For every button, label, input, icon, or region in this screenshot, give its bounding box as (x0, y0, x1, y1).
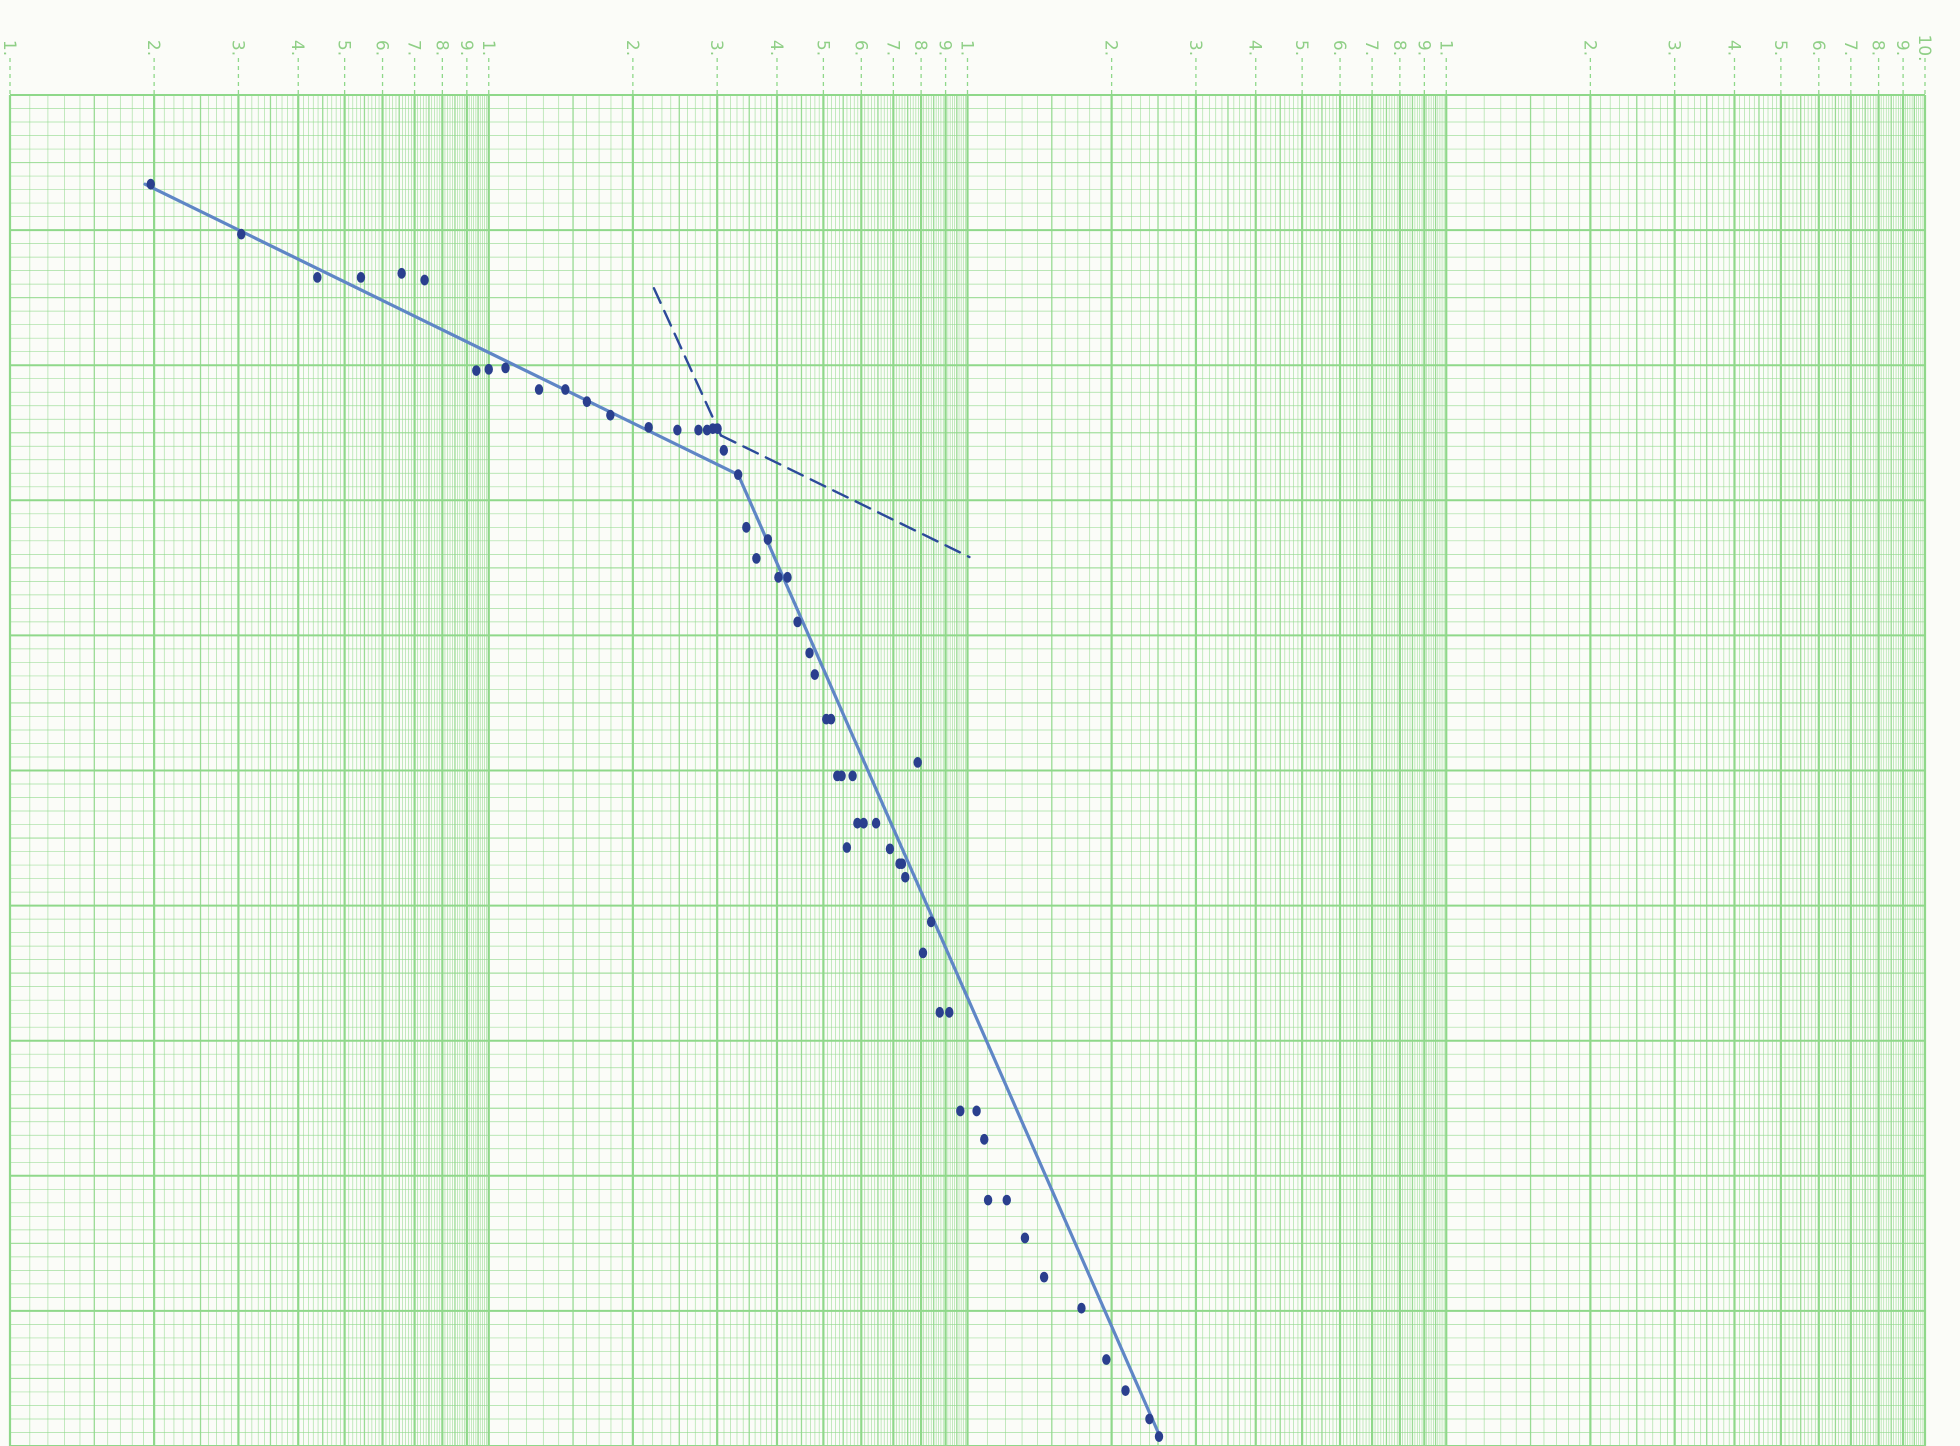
data-point (885, 843, 895, 855)
data-point (1102, 1354, 1111, 1365)
x-tick-label: 8. (431, 40, 451, 56)
x-tick-label: 7. (1840, 40, 1860, 56)
x-tick-label: 1. (957, 40, 977, 56)
data-point (313, 271, 322, 283)
data-point (826, 713, 836, 725)
x-tick-label: 4. (1723, 40, 1743, 56)
data-point (561, 384, 570, 395)
data-point (926, 916, 936, 928)
data-point (774, 571, 783, 583)
x-tick-label: 6. (850, 40, 870, 56)
data-point (356, 271, 366, 283)
data-point (1039, 1271, 1049, 1283)
data-point (871, 817, 881, 829)
data-point (719, 444, 729, 456)
data-point (420, 274, 429, 286)
x-tick-label: 2. (1101, 40, 1121, 56)
data-point (1145, 1413, 1154, 1425)
data-point (859, 817, 868, 829)
data-point (644, 421, 653, 433)
data-point (606, 409, 615, 421)
x-tick-label: 7. (404, 40, 424, 56)
dashed-trend-line (652, 286, 723, 437)
x-tick-label: 8. (1868, 40, 1888, 56)
x-tick-label: 9. (1413, 40, 1433, 56)
data-point (810, 669, 819, 680)
solid-trend-line (736, 473, 1162, 1439)
data-point (913, 756, 922, 768)
data-point (237, 228, 246, 240)
data-point (983, 1194, 993, 1206)
x-tick-label: 6. (372, 40, 392, 56)
data-point (501, 362, 510, 374)
data-point (783, 571, 792, 583)
x-tick-label: 7. (1361, 40, 1381, 56)
data-point (472, 365, 481, 377)
data-point (582, 396, 592, 408)
x-tick-label: 3. (1185, 40, 1205, 56)
x-tick-labels: 1. 2. 3. 4. 5. 6. 7. 8. 9. 1. 2. 3. 4. 5. 6. 7. 8. 9. 1. 2.… (0, 34, 1934, 95)
x-tick-label: 2. (1579, 40, 1599, 56)
x-tick-label: 3. (706, 40, 726, 56)
data-point (956, 1105, 965, 1117)
data-point (897, 858, 907, 870)
data-point (918, 947, 928, 959)
data-point (733, 469, 743, 481)
data-point (1154, 1431, 1164, 1442)
data-point (484, 363, 493, 375)
x-tick-label: 2. (143, 40, 163, 56)
x-tick-label: 5. (1291, 40, 1311, 56)
x-tick-label: 9. (456, 40, 476, 56)
data-point (842, 842, 852, 853)
data-point (793, 616, 802, 628)
data-point (397, 267, 406, 279)
data-points (146, 178, 1164, 1442)
x-tick-label: 4. (766, 40, 786, 56)
x-tick-label: 6. (1808, 40, 1828, 56)
data-point (1002, 1194, 1011, 1206)
x-tick-label: 9. (935, 40, 955, 56)
x-tick-label: 5. (334, 40, 354, 56)
data-point (1020, 1232, 1030, 1244)
data-point (853, 817, 862, 829)
data-point (805, 647, 814, 659)
data-point (945, 1006, 954, 1018)
x-tick-label: 6. (1329, 40, 1349, 56)
x-tick-label: 4. (287, 40, 307, 56)
data-point (1077, 1302, 1086, 1314)
x-tick-label: 10. (1914, 34, 1934, 61)
data-point (534, 384, 544, 395)
data-point (980, 1133, 989, 1145)
data-point (1121, 1385, 1130, 1397)
x-tick-label: 5. (812, 40, 832, 56)
data-point (713, 423, 722, 435)
grid-lines (8, 94, 1927, 1446)
data-point (935, 1006, 944, 1018)
x-tick-label: 4. (1245, 40, 1265, 56)
x-tick-label: 3. (227, 40, 247, 56)
data-point (673, 424, 682, 436)
x-tick-label: 2. (622, 40, 642, 56)
data-point (146, 178, 155, 190)
x-tick-label: 8. (1389, 40, 1409, 56)
x-tick-label: 1. (478, 40, 498, 56)
x-tick-label: 7. (882, 40, 902, 56)
data-point (694, 424, 703, 436)
x-tick-label: 3. (1664, 40, 1684, 56)
data-point (763, 534, 773, 545)
x-tick-label: 5. (1770, 40, 1790, 56)
data-point (742, 521, 751, 533)
x-tick-label: 1. (1435, 40, 1455, 56)
data-point (901, 871, 910, 883)
x-tick-label: 1. (0, 40, 19, 56)
dashed-trend-line (719, 434, 971, 559)
x-tick-label: 9. (1892, 40, 1912, 56)
data-point (848, 770, 857, 782)
data-point (837, 770, 846, 782)
data-point (752, 552, 761, 564)
x-tick-label: 8. (910, 40, 930, 56)
data-point (972, 1105, 981, 1117)
